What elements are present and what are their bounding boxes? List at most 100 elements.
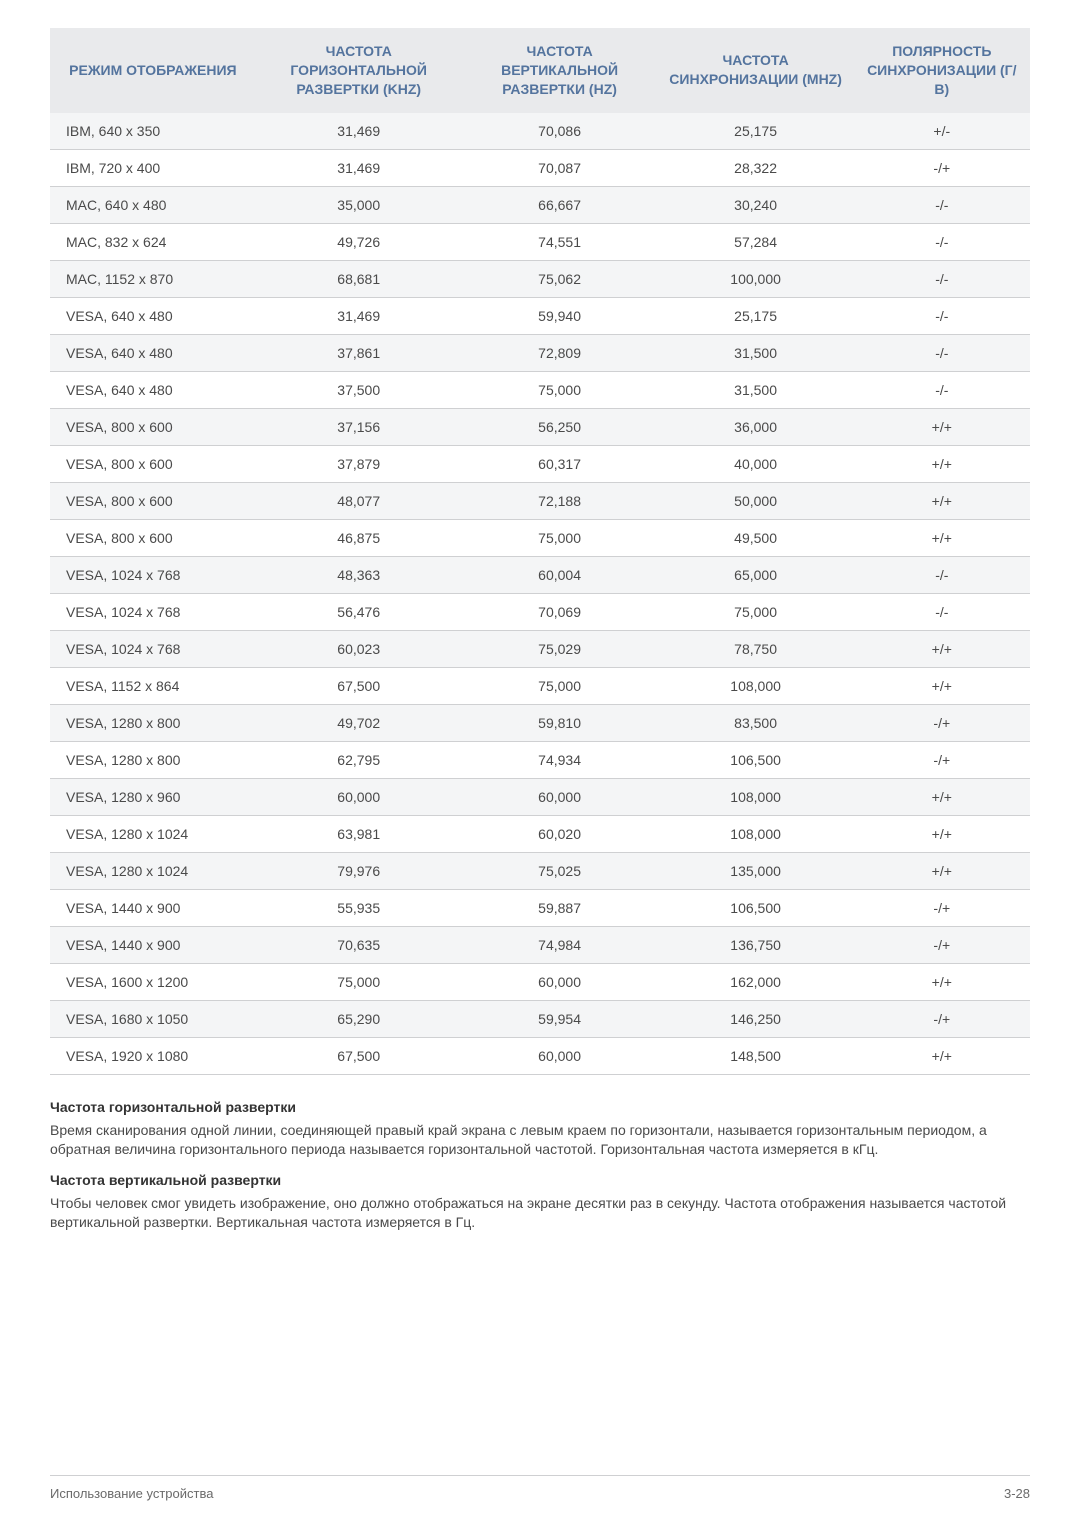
horizontal-freq-text: Время сканирования одной линии, соединяю…	[50, 1121, 1030, 1159]
table-cell: VESA, 800 x 600	[50, 445, 256, 482]
table-cell: 60,000	[256, 778, 462, 815]
table-cell: 57,284	[658, 223, 854, 260]
table-cell: 146,250	[658, 1000, 854, 1037]
table-row: VESA, 1280 x 102463,98160,020108,000+/+	[50, 815, 1030, 852]
table-row: VESA, 640 x 48031,46959,94025,175-/-	[50, 297, 1030, 334]
table-row: IBM, 720 x 40031,46970,08728,322-/+	[50, 149, 1030, 186]
table-header-cell: РЕЖИМ ОТОБРАЖЕНИЯ	[50, 28, 256, 113]
table-cell: 37,861	[256, 334, 462, 371]
table-cell: IBM, 720 x 400	[50, 149, 256, 186]
table-cell: 49,702	[256, 704, 462, 741]
table-cell: 30,240	[658, 186, 854, 223]
table-cell: 75,029	[462, 630, 658, 667]
table-row: VESA, 1024 x 76848,36360,00465,000-/-	[50, 556, 1030, 593]
table-cell: 55,935	[256, 889, 462, 926]
table-cell: +/+	[854, 408, 1030, 445]
table-cell: 100,000	[658, 260, 854, 297]
table-cell: -/+	[854, 1000, 1030, 1037]
vertical-freq-text: Чтобы человек смог увидеть изображение, …	[50, 1194, 1030, 1232]
table-cell: 74,984	[462, 926, 658, 963]
table-cell: 60,023	[256, 630, 462, 667]
table-cell: 49,500	[658, 519, 854, 556]
table-cell: 31,500	[658, 334, 854, 371]
table-cell: 70,069	[462, 593, 658, 630]
table-header-cell: ЧАСТОТА ГОРИЗОНТАЛЬНОЙ РАЗВЕРТКИ (KHZ)	[256, 28, 462, 113]
table-cell: +/+	[854, 445, 1030, 482]
table-header-cell: ПОЛЯРНОСТЬ СИНХРОНИЗАЦИИ (Г/В)	[854, 28, 1030, 113]
table-row: VESA, 1280 x 80062,79574,934106,500-/+	[50, 741, 1030, 778]
table-cell: 66,667	[462, 186, 658, 223]
table-row: VESA, 1600 x 120075,00060,000162,000+/+	[50, 963, 1030, 1000]
table-row: IBM, 640 x 35031,46970,08625,175+/-	[50, 113, 1030, 150]
table-cell: -/-	[854, 556, 1030, 593]
table-cell: VESA, 640 x 480	[50, 297, 256, 334]
table-header-cell: ЧАСТОТА СИНХРОНИЗАЦИИ (MHZ)	[658, 28, 854, 113]
table-cell: VESA, 640 x 480	[50, 371, 256, 408]
table-cell: 60,004	[462, 556, 658, 593]
table-cell: 28,322	[658, 149, 854, 186]
table-cell: 31,469	[256, 297, 462, 334]
table-cell: 56,476	[256, 593, 462, 630]
table-cell: VESA, 1280 x 960	[50, 778, 256, 815]
table-cell: -/-	[854, 186, 1030, 223]
table-row: VESA, 1920 x 108067,50060,000148,500+/+	[50, 1037, 1030, 1074]
table-cell: 31,469	[256, 149, 462, 186]
table-cell: 75,025	[462, 852, 658, 889]
table-cell: 75,000	[658, 593, 854, 630]
table-cell: VESA, 800 x 600	[50, 519, 256, 556]
table-cell: 136,750	[658, 926, 854, 963]
table-cell: 25,175	[658, 297, 854, 334]
footer-right: 3-28	[1004, 1486, 1030, 1501]
table-row: VESA, 1280 x 96060,00060,000108,000+/+	[50, 778, 1030, 815]
table-cell: 74,934	[462, 741, 658, 778]
table-cell: 65,290	[256, 1000, 462, 1037]
table-row: VESA, 1152 x 86467,50075,000108,000+/+	[50, 667, 1030, 704]
table-cell: VESA, 640 x 480	[50, 334, 256, 371]
table-cell: VESA, 1024 x 768	[50, 593, 256, 630]
table-row: VESA, 640 x 48037,50075,00031,500-/-	[50, 371, 1030, 408]
table-cell: 75,000	[462, 371, 658, 408]
table-cell: VESA, 1440 x 900	[50, 889, 256, 926]
table-cell: +/+	[854, 519, 1030, 556]
table-cell: -/-	[854, 593, 1030, 630]
table-cell: 37,500	[256, 371, 462, 408]
table-cell: +/-	[854, 113, 1030, 150]
table-row: VESA, 1024 x 76860,02375,02978,750+/+	[50, 630, 1030, 667]
table-cell: 59,887	[462, 889, 658, 926]
table-row: VESA, 1024 x 76856,47670,06975,000-/-	[50, 593, 1030, 630]
table-cell: -/+	[854, 741, 1030, 778]
table-cell: 49,726	[256, 223, 462, 260]
table-row: VESA, 800 x 60046,87575,00049,500+/+	[50, 519, 1030, 556]
table-row: VESA, 1440 x 90070,63574,984136,750-/+	[50, 926, 1030, 963]
table-row: MAC, 640 x 48035,00066,66730,240-/-	[50, 186, 1030, 223]
table-cell: 75,000	[462, 667, 658, 704]
table-cell: MAC, 640 x 480	[50, 186, 256, 223]
table-cell: 70,635	[256, 926, 462, 963]
table-cell: 40,000	[658, 445, 854, 482]
table-row: VESA, 1280 x 102479,97675,025135,000+/+	[50, 852, 1030, 889]
table-cell: 63,981	[256, 815, 462, 852]
table-cell: 148,500	[658, 1037, 854, 1074]
table-header-cell: ЧАСТОТА ВЕРТИКАЛЬНОЙ РАЗВЕРТКИ (HZ)	[462, 28, 658, 113]
table-cell: 59,940	[462, 297, 658, 334]
table-header-row: РЕЖИМ ОТОБРАЖЕНИЯЧАСТОТА ГОРИЗОНТАЛЬНОЙ …	[50, 28, 1030, 113]
table-cell: VESA, 1440 x 900	[50, 926, 256, 963]
table-cell: IBM, 640 x 350	[50, 113, 256, 150]
table-cell: 65,000	[658, 556, 854, 593]
table-cell: -/-	[854, 334, 1030, 371]
table-cell: -/+	[854, 704, 1030, 741]
table-cell: VESA, 1920 x 1080	[50, 1037, 256, 1074]
table-cell: +/+	[854, 778, 1030, 815]
table-cell: 59,810	[462, 704, 658, 741]
table-cell: 60,000	[462, 963, 658, 1000]
table-cell: -/-	[854, 223, 1030, 260]
table-cell: MAC, 1152 x 870	[50, 260, 256, 297]
table-cell: 67,500	[256, 1037, 462, 1074]
table-row: VESA, 1680 x 105065,29059,954146,250-/+	[50, 1000, 1030, 1037]
table-row: VESA, 800 x 60048,07772,18850,000+/+	[50, 482, 1030, 519]
table-cell: VESA, 800 x 600	[50, 482, 256, 519]
table-cell: 75,062	[462, 260, 658, 297]
horizontal-freq-title: Частота горизонтальной развертки	[50, 1099, 1030, 1115]
table-cell: 60,020	[462, 815, 658, 852]
table-cell: 108,000	[658, 815, 854, 852]
